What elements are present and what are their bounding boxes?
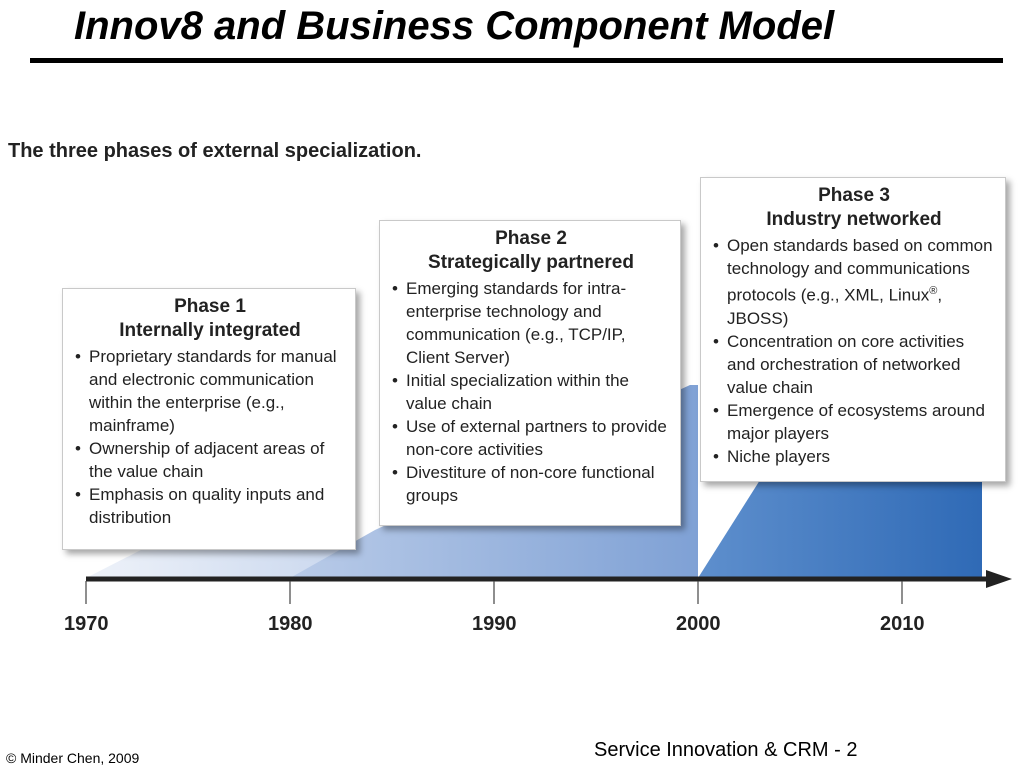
phase-2-item: Initial specialization within the value …	[390, 369, 672, 415]
phase-3-item: Open standards based on common technolog…	[711, 234, 997, 330]
phase-3-item: Emergence of ecosystems around major pla…	[711, 399, 997, 445]
phase-2-box: Phase 2 Strategically partnered Emerging…	[379, 220, 681, 526]
diagram-subtitle: The three phases of external specializat…	[8, 140, 422, 162]
timeline-arrowhead	[986, 570, 1012, 588]
phase-2-label: Strategically partnered	[428, 252, 634, 273]
registered-mark: ®	[929, 285, 938, 297]
phase-1-list: Proprietary standards for manual and ele…	[73, 345, 347, 529]
phase-3-item: Niche players	[711, 445, 997, 468]
slide-title: Innov8 and Business Component Model	[74, 4, 835, 48]
phase-1-box: Phase 1 Internally integrated Proprietar…	[62, 288, 356, 550]
phase-3-box: Phase 3 Industry networked Open standard…	[700, 177, 1006, 482]
phase-2-item: Use of external partners to provide non-…	[390, 415, 672, 461]
year-label-1990: 1990	[472, 613, 517, 635]
phase-3-item-tail: , JBOSS)	[727, 285, 943, 328]
phase-3-name: Phase 3	[818, 185, 890, 206]
phase-3-item-text: Open standards based on common technolog…	[727, 236, 993, 305]
copyright-footer: © Minder Chen, 2009	[6, 750, 140, 766]
title-underline	[30, 58, 1003, 63]
phase-1-label: Internally integrated	[119, 320, 301, 341]
phase-1-item: Proprietary standards for manual and ele…	[73, 345, 347, 437]
year-label-1970: 1970	[64, 613, 109, 635]
phase-3-item: Concentration on core activities and orc…	[711, 330, 997, 399]
page-footer: Service Innovation & CRM - 2	[594, 739, 858, 761]
phase-2-item: Divestiture of non-core functional group…	[390, 461, 672, 507]
year-label-1980: 1980	[268, 613, 313, 635]
phase-2-item: Emerging standards for intra-enterprise …	[390, 277, 672, 369]
phase-3-list: Open standards based on common technolog…	[711, 234, 997, 468]
phase-1-name: Phase 1	[174, 296, 246, 317]
phase-2-name: Phase 2	[495, 228, 567, 249]
phase-2-list: Emerging standards for intra-enterprise …	[390, 277, 672, 507]
year-label-2000: 2000	[676, 613, 721, 635]
year-label-2010: 2010	[880, 613, 925, 635]
phase-3-label: Industry networked	[766, 209, 942, 230]
phase-1-item: Ownership of adjacent areas of the value…	[73, 437, 347, 483]
phase-1-item: Emphasis on quality inputs and distribut…	[73, 483, 347, 529]
